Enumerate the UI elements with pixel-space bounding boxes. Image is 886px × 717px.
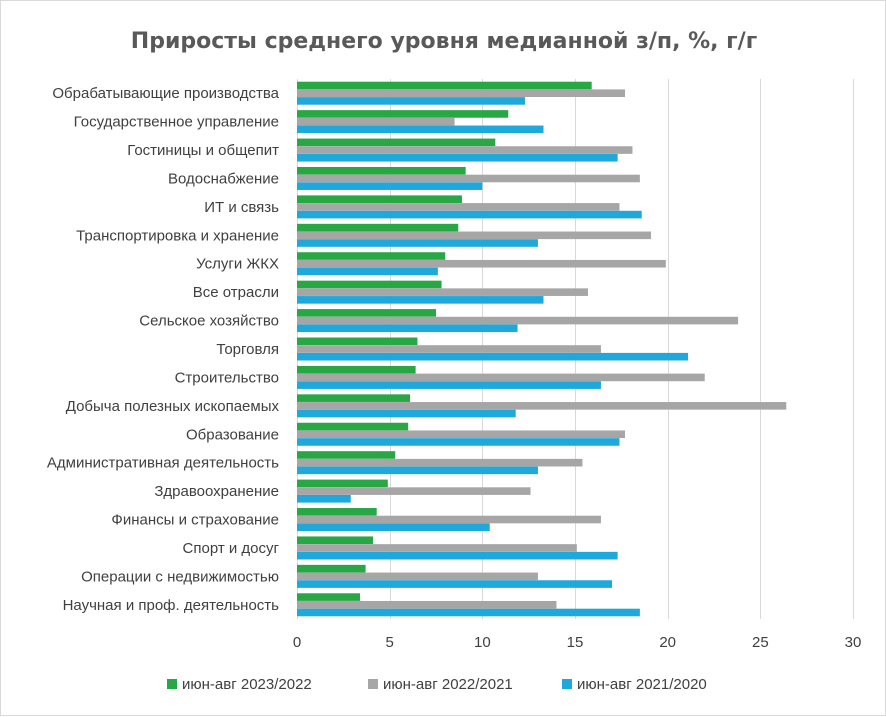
bar-series-3 — [297, 267, 438, 276]
legend-label: июн-авг 2023/2022 — [182, 676, 312, 693]
bar-series-2 — [297, 288, 588, 296]
bar-series-2 — [297, 458, 583, 467]
x-tick-label: 0 — [293, 634, 301, 651]
bar-series-3 — [297, 608, 640, 617]
bar-series-3 — [297, 495, 351, 503]
legend-swatch — [167, 679, 177, 689]
legend: июн-авг 2023/2022 июн-авг 2022/2021 июн-ав… — [167, 676, 707, 693]
bar-series-1 — [297, 252, 446, 260]
category-label: Торговля — [216, 341, 279, 358]
bar-series-2 — [297, 316, 739, 325]
bar-series-2 — [297, 373, 705, 382]
bar-series-1 — [297, 479, 388, 488]
bar-series-2 — [297, 89, 626, 98]
bar-series-1 — [297, 138, 496, 147]
category-label: Здравоохранение — [154, 483, 279, 500]
bar-series-1 — [297, 280, 442, 289]
bar-series-1 — [297, 309, 436, 317]
bar-series-3 — [297, 580, 613, 588]
bar-series-1 — [297, 564, 366, 573]
bar-series-3 — [297, 210, 642, 219]
category-label: Научная и проф. деятельность — [63, 597, 280, 614]
category-labels: Обрабатывающие производства Государственн… — [47, 85, 280, 614]
chart-title: Приросты среднего уровня медианной з/п, … — [131, 29, 757, 54]
bar-series-1 — [297, 536, 373, 545]
x-tick-label: 10 — [474, 634, 491, 651]
bar-series-2 — [297, 600, 557, 609]
category-label: Услуги ЖКХ — [196, 256, 279, 273]
bar-series-3 — [297, 153, 618, 162]
category-label: Спорт и досуг — [183, 540, 280, 557]
bar-series-1 — [297, 195, 462, 203]
category-label: Административная деятельность — [47, 455, 279, 472]
bar-series-3 — [297, 438, 620, 446]
bar-series-2 — [297, 203, 620, 211]
bar-series-2 — [297, 544, 577, 552]
bar-series-3 — [297, 324, 518, 333]
category-label: Гостиницы и общепит — [127, 142, 279, 159]
category-label: ИТ и связь — [204, 199, 279, 216]
category-label: Сельское хозяйство — [139, 313, 279, 330]
category-label: Государственное управление — [74, 114, 279, 131]
bar-series-3 — [297, 296, 544, 304]
bar-series-2 — [297, 231, 651, 240]
bar-series-3 — [297, 409, 516, 418]
bar-series-2 — [297, 515, 601, 524]
x-tick-label: 30 — [845, 634, 862, 651]
bar-series-2 — [297, 572, 538, 581]
legend-swatch — [562, 679, 572, 689]
legend-item-series-2: июн-авг 2022/2021 — [368, 676, 513, 693]
bar-series-2 — [297, 259, 666, 268]
bar-series-1 — [297, 394, 411, 402]
bar-series-3 — [297, 551, 618, 560]
category-label: Водоснабжение — [168, 170, 279, 187]
legend-item-series-1: июн-авг 2023/2022 — [167, 676, 312, 693]
bar-series-1 — [297, 508, 377, 516]
x-tick-label: 25 — [752, 634, 769, 651]
category-label: Добыча полезных ископаемых — [66, 398, 280, 415]
bar-series-3 — [297, 182, 483, 190]
category-label: Строительство — [175, 369, 279, 386]
category-label: Все отрасли — [193, 284, 279, 301]
bar-series-3 — [297, 125, 544, 134]
bar-series-1 — [297, 451, 396, 459]
bar-series-3 — [297, 239, 538, 247]
category-label: Транспортировка и хранение — [76, 227, 279, 244]
bar-series-3 — [297, 352, 689, 361]
category-label: Операции с недвижимостью — [81, 568, 279, 585]
x-tick-label: 15 — [567, 634, 584, 651]
bar-series-2 — [297, 117, 455, 126]
legend-label: июн-авг 2022/2021 — [383, 676, 513, 693]
category-label: Образование — [186, 426, 279, 443]
bar-series-2 — [297, 430, 626, 439]
bar-series-3 — [297, 381, 601, 389]
bar-series-2 — [297, 146, 633, 154]
bar-series-1 — [297, 337, 418, 346]
bar-series-2 — [297, 402, 787, 410]
legend-swatch — [368, 679, 378, 689]
bar-series-3 — [297, 97, 525, 105]
bar-series-3 — [297, 523, 490, 532]
x-tick-label: 20 — [659, 634, 676, 651]
category-label: Финансы и страхование — [111, 512, 279, 529]
legend-label: июн-авг 2021/2020 — [577, 676, 707, 693]
category-label: Обрабатывающие производства — [52, 85, 279, 102]
bar-series-1 — [297, 110, 509, 118]
legend-item-series-3: июн-авг 2021/2020 — [562, 676, 707, 693]
bar-series-2 — [297, 174, 640, 183]
bar-series-1 — [297, 593, 361, 601]
bars — [297, 81, 787, 617]
bar-series-3 — [297, 466, 538, 475]
x-tick-labels: 0 5 10 15 20 25 30 — [293, 634, 862, 651]
bar-series-1 — [297, 365, 416, 374]
bar-series-1 — [297, 223, 459, 232]
bar-series-1 — [297, 81, 592, 90]
bar-series-2 — [297, 345, 601, 353]
bar-series-1 — [297, 422, 409, 431]
bar-series-1 — [297, 166, 466, 175]
x-tick-label: 5 — [385, 634, 393, 651]
bar-series-2 — [297, 487, 531, 495]
